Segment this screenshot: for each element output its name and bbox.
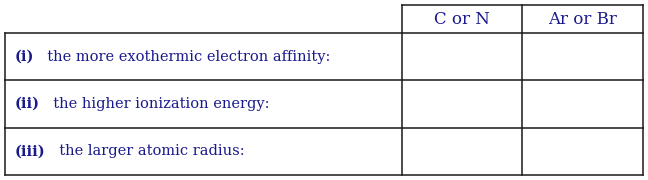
Text: C or N: C or N xyxy=(434,10,490,28)
Text: the more exothermic electron affinity:: the more exothermic electron affinity: xyxy=(38,50,330,64)
Text: (iii): (iii) xyxy=(15,144,45,158)
Text: the higher ionization energy:: the higher ionization energy: xyxy=(44,97,270,111)
Text: (i): (i) xyxy=(15,50,34,64)
Text: (ii): (ii) xyxy=(15,97,40,111)
Text: Ar or Br: Ar or Br xyxy=(548,10,617,28)
Text: the larger atomic radius:: the larger atomic radius: xyxy=(50,144,244,158)
